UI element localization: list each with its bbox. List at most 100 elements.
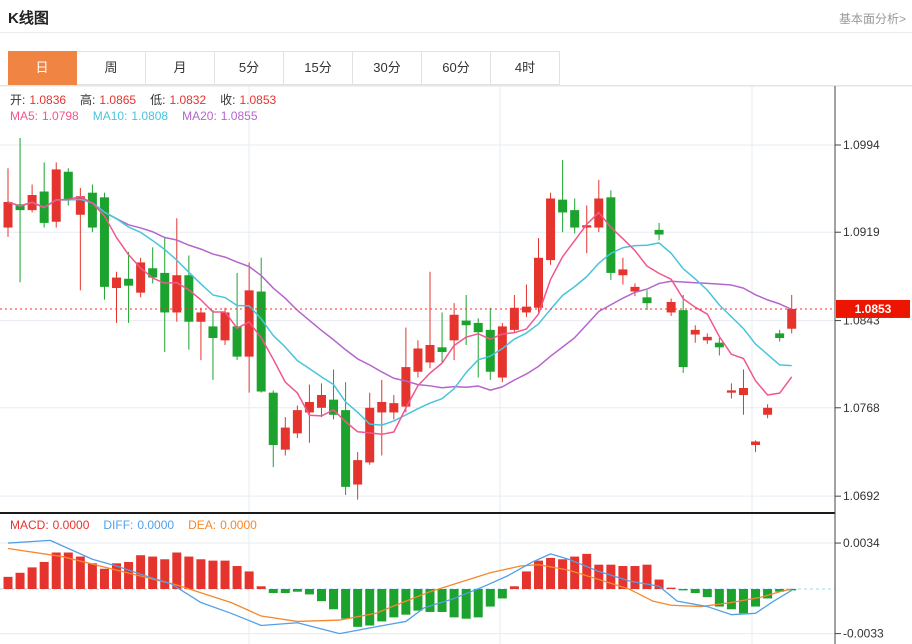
- macd-bar: [738, 589, 748, 614]
- candle: [208, 326, 218, 339]
- candle: [642, 297, 652, 304]
- candle: [3, 201, 13, 228]
- candle: [485, 329, 495, 372]
- candle: [606, 197, 616, 273]
- tab-15分[interactable]: 15分: [284, 52, 353, 84]
- macd-bar: [497, 589, 507, 599]
- candle: [15, 204, 25, 211]
- candle: [329, 399, 339, 415]
- candle: [570, 210, 580, 228]
- indicator-value: 0.0000: [220, 518, 257, 532]
- macd-bar: [594, 564, 604, 589]
- ma-info-row: MA5: 1.0798 MA10: 1.0808 MA20: 1.0855: [10, 109, 272, 123]
- macd-bar: [461, 589, 471, 619]
- candle: [184, 275, 194, 322]
- candle: [51, 169, 61, 222]
- current-price-badge-label: 1.0853: [855, 302, 892, 316]
- macd-bar: [630, 566, 640, 589]
- tab-30分[interactable]: 30分: [353, 52, 422, 84]
- macd-bar: [413, 589, 423, 611]
- macd-bar: [509, 586, 519, 589]
- macd-bar: [268, 589, 278, 594]
- macd-bar: [714, 589, 724, 607]
- candle: [389, 403, 399, 413]
- axis-tick-label: 1.0768: [843, 401, 880, 415]
- macd-bar: [341, 589, 351, 619]
- axis-tick-label: -0.0033: [843, 627, 884, 641]
- candle: [196, 312, 206, 322]
- macd-bar: [763, 589, 773, 599]
- macd-bar: [570, 556, 580, 589]
- candle: [473, 322, 483, 333]
- indicator-value: 1.0808: [131, 109, 169, 123]
- macd-bar: [618, 566, 628, 589]
- macd-bar: [87, 563, 97, 589]
- macd-bar: [582, 553, 592, 589]
- header-divider: [0, 32, 912, 33]
- macd-bar: [292, 589, 302, 592]
- candle: [292, 410, 302, 434]
- macd-bar: [136, 555, 146, 589]
- indicator-label: DIFF:: [103, 518, 134, 532]
- macd-bar: [654, 579, 664, 589]
- indicator-label: MACD:: [10, 518, 49, 532]
- tab-日[interactable]: 日: [8, 51, 77, 85]
- macd-bar: [690, 589, 700, 594]
- candle: [630, 286, 640, 292]
- macd-bar: [389, 589, 399, 618]
- candle: [172, 275, 182, 313]
- tab-60分[interactable]: 60分: [422, 52, 491, 84]
- candle: [738, 388, 748, 395]
- ma10-line: [7, 198, 792, 426]
- macd-bar: [184, 556, 194, 589]
- ma5-line: [7, 195, 793, 436]
- macd-bar: [546, 557, 556, 589]
- fundamental-analysis-link[interactable]: 基本面分析>: [838, 12, 906, 26]
- indicator-label: DEA:: [188, 518, 217, 532]
- macd-bar: [425, 589, 435, 612]
- indicator-value: 0.0000: [137, 518, 175, 532]
- indicator-value: 1.0798: [42, 109, 79, 123]
- indicator-label: MA5:: [10, 109, 39, 123]
- macd-bar: [99, 568, 109, 589]
- indicator-label: MA20:: [182, 109, 217, 123]
- indicator-value: 1.0832: [169, 93, 207, 107]
- macd-bar: [666, 587, 676, 589]
- macd-bar: [280, 589, 290, 594]
- tab-周[interactable]: 周: [77, 52, 146, 84]
- candle: [401, 367, 411, 407]
- macd-bar: [232, 566, 242, 589]
- candle: [160, 272, 170, 313]
- period-tabbar: 日周月 5分 15分 30分 60分 4时: [8, 51, 560, 85]
- macd-bar: [208, 560, 218, 589]
- macd-bar: [775, 589, 785, 592]
- page-title: K线图: [8, 10, 49, 27]
- tab-4时[interactable]: 4时: [491, 52, 559, 84]
- candle: [75, 196, 85, 215]
- macd-bar: [244, 571, 254, 589]
- indicator-label: 收:: [220, 93, 236, 107]
- candle: [353, 460, 363, 485]
- macd-bar: [172, 552, 182, 589]
- macd-bar: [304, 589, 314, 595]
- macd-bar: [642, 564, 652, 589]
- candle: [377, 401, 387, 413]
- macd-bar: [316, 589, 326, 602]
- tab-月[interactable]: 月: [146, 52, 215, 84]
- diff-line: [7, 539, 793, 635]
- candle: [497, 326, 507, 378]
- macd-bar: [377, 589, 387, 622]
- candle: [787, 308, 797, 329]
- candle: [268, 392, 278, 445]
- candle: [136, 262, 146, 293]
- tab-5分[interactable]: 5分: [215, 52, 284, 84]
- ma20-line: [7, 198, 793, 391]
- macd-bar: [558, 559, 568, 589]
- macd-bar: [353, 589, 363, 627]
- indicator-value: 1.0865: [99, 93, 137, 107]
- macd-bar: [39, 561, 49, 589]
- candle: [678, 310, 688, 368]
- candle: [99, 197, 109, 287]
- axis-tick-label: 1.0919: [843, 225, 880, 239]
